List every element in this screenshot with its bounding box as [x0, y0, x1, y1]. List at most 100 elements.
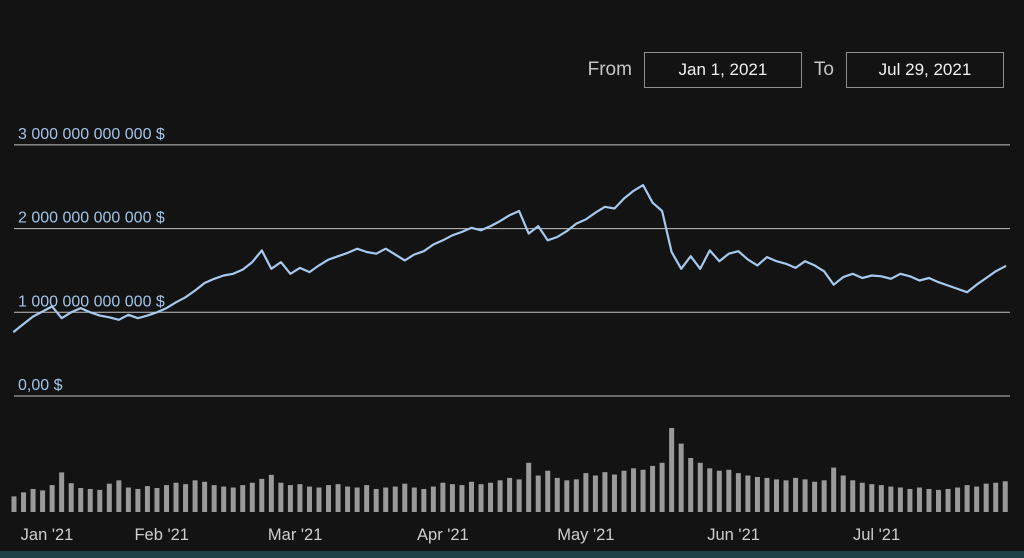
volume-bar	[754, 476, 760, 512]
volume-bar	[221, 486, 227, 512]
timeline-scrollbar[interactable]	[0, 551, 1024, 558]
y-axis-label: 0,00 $	[18, 377, 63, 394]
volume-bar	[59, 472, 65, 512]
volume-bar	[926, 488, 932, 512]
volume-bar	[468, 481, 474, 512]
volume-bar	[764, 477, 770, 512]
volume-bar	[592, 475, 598, 512]
volume-bar	[640, 469, 646, 512]
volume-bar	[478, 484, 484, 512]
volume-bar	[68, 483, 74, 512]
volume-bar	[402, 483, 408, 512]
volume-bar	[964, 485, 970, 512]
volume-bar	[11, 496, 17, 512]
to-date-input[interactable]	[846, 52, 1004, 88]
x-axis-label: Apr '21	[417, 526, 469, 544]
volume-bar	[163, 485, 169, 512]
volume-bar	[449, 484, 455, 512]
volume-bar	[30, 488, 36, 512]
volume-bar	[440, 482, 446, 512]
volume-bar	[97, 489, 103, 512]
volume-bar	[888, 486, 894, 512]
x-axis-label: Jul '21	[853, 526, 900, 544]
volume-bar	[831, 467, 837, 512]
volume-bar	[116, 480, 122, 512]
volume-bar	[583, 473, 589, 512]
volume-bar	[249, 482, 255, 512]
volume-bar	[326, 485, 332, 512]
volume-bar	[983, 483, 989, 512]
volume-bar	[936, 489, 942, 512]
volume-bar	[211, 485, 217, 512]
volume-bar	[173, 482, 179, 512]
volume-bar	[745, 475, 751, 512]
volume-bar	[459, 485, 465, 512]
from-label: From	[587, 59, 632, 80]
volume-bar	[573, 479, 579, 512]
volume-bar	[297, 484, 303, 512]
volume-bar	[897, 487, 903, 512]
volume-bar	[840, 475, 846, 512]
volume-bar	[945, 488, 951, 512]
volume-bar	[716, 470, 722, 512]
volume-bar	[507, 477, 513, 512]
volume-bar	[621, 470, 627, 512]
volume-bar	[859, 482, 865, 512]
volume-bar	[535, 475, 541, 512]
volume-bar	[554, 477, 560, 512]
volume-bar	[354, 487, 360, 512]
volume-bar	[202, 481, 208, 512]
from-date-input[interactable]	[643, 52, 802, 88]
volume-bar	[316, 487, 322, 512]
volume-bar	[516, 479, 522, 512]
volume-bar	[611, 474, 617, 512]
volume-bar	[669, 428, 675, 512]
volume-bar	[602, 472, 608, 512]
volume-bar	[49, 485, 55, 512]
volume-bar	[183, 484, 189, 512]
volume-bar	[697, 462, 703, 512]
volume-bar	[488, 482, 494, 512]
volume-bar	[688, 458, 694, 512]
volume-bar	[192, 480, 198, 512]
volume-bar	[955, 487, 961, 512]
volume-bar	[526, 462, 532, 512]
to-label: To	[813, 59, 834, 80]
volume-bar	[878, 485, 884, 512]
volume-bar	[812, 481, 818, 512]
volume-bar	[974, 486, 980, 512]
volume-bar	[783, 480, 789, 512]
volume-bar	[268, 474, 274, 512]
volume-bar	[821, 480, 827, 512]
volume-bar	[240, 485, 246, 512]
volume-bar	[144, 486, 150, 512]
date-range-controls: From To	[588, 52, 1004, 88]
volume-bar	[793, 477, 799, 512]
volume-bar	[735, 473, 741, 512]
volume-bar	[650, 465, 656, 512]
volume-bar	[230, 487, 236, 512]
y-axis-label: 2 000 000 000 000 $	[18, 210, 165, 227]
volume-bar	[869, 484, 875, 512]
volume-bar	[306, 486, 312, 512]
market-cap-line	[12, 184, 1007, 333]
volume-bar	[278, 482, 284, 512]
volume-bar	[916, 487, 922, 512]
y-axis-label: 3 000 000 000 000 $	[18, 126, 165, 143]
volume-bar	[545, 470, 551, 512]
volume-bar	[1002, 481, 1008, 512]
x-axis-label: Feb '21	[134, 526, 189, 544]
volume-bar	[564, 480, 570, 512]
volume-bar	[135, 488, 141, 512]
volume-bar	[497, 480, 503, 512]
volume-bar	[345, 486, 351, 512]
volume-bar	[430, 486, 436, 512]
volume-bar	[106, 483, 112, 512]
volume-bar	[154, 488, 160, 512]
volume-bar	[87, 488, 93, 512]
x-axis-label: Mar '21	[268, 526, 323, 544]
volume-bar	[383, 487, 389, 512]
volume-bar	[802, 479, 808, 512]
